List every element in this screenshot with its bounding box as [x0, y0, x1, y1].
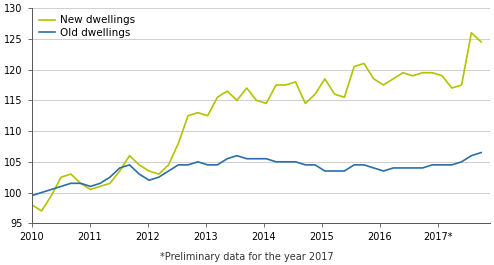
- Old dwellings: [312, 163, 318, 166]
- New dwellings: [29, 203, 35, 206]
- Old dwellings: [283, 160, 289, 164]
- Old dwellings: [419, 166, 425, 170]
- Text: *Preliminary data for the year 2017: *Preliminary data for the year 2017: [160, 252, 334, 262]
- New dwellings: [331, 92, 337, 96]
- New dwellings: [214, 96, 220, 99]
- New dwellings: [263, 102, 269, 105]
- New dwellings: [224, 90, 230, 93]
- New dwellings: [126, 154, 132, 157]
- Old dwellings: [165, 169, 171, 173]
- New dwellings: [380, 83, 386, 87]
- New dwellings: [165, 163, 171, 166]
- New dwellings: [48, 194, 54, 197]
- Old dwellings: [224, 157, 230, 160]
- Old dwellings: [458, 160, 464, 164]
- New dwellings: [478, 40, 484, 43]
- Old dwellings: [126, 163, 132, 166]
- Old dwellings: [185, 163, 191, 166]
- Old dwellings: [214, 163, 220, 166]
- New dwellings: [283, 83, 289, 87]
- Legend: New dwellings, Old dwellings: New dwellings, Old dwellings: [37, 13, 137, 40]
- Old dwellings: [205, 163, 210, 166]
- Old dwellings: [253, 157, 259, 160]
- Old dwellings: [351, 163, 357, 166]
- Old dwellings: [468, 154, 474, 157]
- Old dwellings: [478, 151, 484, 154]
- Old dwellings: [29, 194, 35, 197]
- New dwellings: [205, 114, 210, 117]
- Old dwellings: [97, 182, 103, 185]
- Old dwellings: [273, 160, 279, 164]
- New dwellings: [156, 173, 162, 176]
- New dwellings: [185, 114, 191, 117]
- New dwellings: [312, 92, 318, 96]
- New dwellings: [439, 74, 445, 77]
- New dwellings: [292, 80, 298, 83]
- New dwellings: [87, 188, 93, 191]
- New dwellings: [429, 71, 435, 74]
- New dwellings: [302, 102, 308, 105]
- New dwellings: [273, 83, 279, 87]
- New dwellings: [361, 62, 367, 65]
- New dwellings: [195, 111, 201, 114]
- Old dwellings: [322, 169, 328, 173]
- New dwellings: [146, 169, 152, 173]
- Old dwellings: [107, 176, 113, 179]
- New dwellings: [244, 86, 249, 90]
- New dwellings: [58, 176, 64, 179]
- New dwellings: [410, 74, 416, 77]
- Old dwellings: [400, 166, 406, 170]
- New dwellings: [390, 77, 396, 81]
- New dwellings: [136, 163, 142, 166]
- New dwellings: [175, 142, 181, 145]
- Old dwellings: [263, 157, 269, 160]
- New dwellings: [458, 83, 464, 87]
- Old dwellings: [146, 179, 152, 182]
- Line: New dwellings: New dwellings: [32, 33, 481, 211]
- Old dwellings: [117, 166, 123, 170]
- Old dwellings: [156, 176, 162, 179]
- New dwellings: [107, 182, 113, 185]
- Old dwellings: [87, 185, 93, 188]
- Old dwellings: [244, 157, 249, 160]
- Old dwellings: [58, 185, 64, 188]
- Old dwellings: [331, 169, 337, 173]
- Old dwellings: [449, 163, 455, 166]
- New dwellings: [419, 71, 425, 74]
- Old dwellings: [341, 169, 347, 173]
- Old dwellings: [380, 169, 386, 173]
- Old dwellings: [361, 163, 367, 166]
- New dwellings: [400, 71, 406, 74]
- Old dwellings: [234, 154, 240, 157]
- New dwellings: [351, 65, 357, 68]
- New dwellings: [117, 169, 123, 173]
- Old dwellings: [195, 160, 201, 164]
- Old dwellings: [292, 160, 298, 164]
- New dwellings: [78, 182, 83, 185]
- Old dwellings: [68, 182, 74, 185]
- New dwellings: [253, 99, 259, 102]
- Old dwellings: [48, 188, 54, 191]
- Old dwellings: [439, 163, 445, 166]
- Old dwellings: [302, 163, 308, 166]
- New dwellings: [97, 185, 103, 188]
- Old dwellings: [136, 173, 142, 176]
- New dwellings: [234, 99, 240, 102]
- Old dwellings: [78, 182, 83, 185]
- Old dwellings: [429, 163, 435, 166]
- New dwellings: [468, 31, 474, 34]
- Old dwellings: [370, 166, 376, 170]
- Old dwellings: [390, 166, 396, 170]
- Old dwellings: [175, 163, 181, 166]
- New dwellings: [370, 77, 376, 81]
- Line: Old dwellings: Old dwellings: [32, 153, 481, 196]
- New dwellings: [68, 173, 74, 176]
- New dwellings: [39, 209, 44, 213]
- New dwellings: [449, 86, 455, 90]
- Old dwellings: [410, 166, 416, 170]
- Old dwellings: [39, 191, 44, 194]
- New dwellings: [322, 77, 328, 81]
- New dwellings: [341, 96, 347, 99]
